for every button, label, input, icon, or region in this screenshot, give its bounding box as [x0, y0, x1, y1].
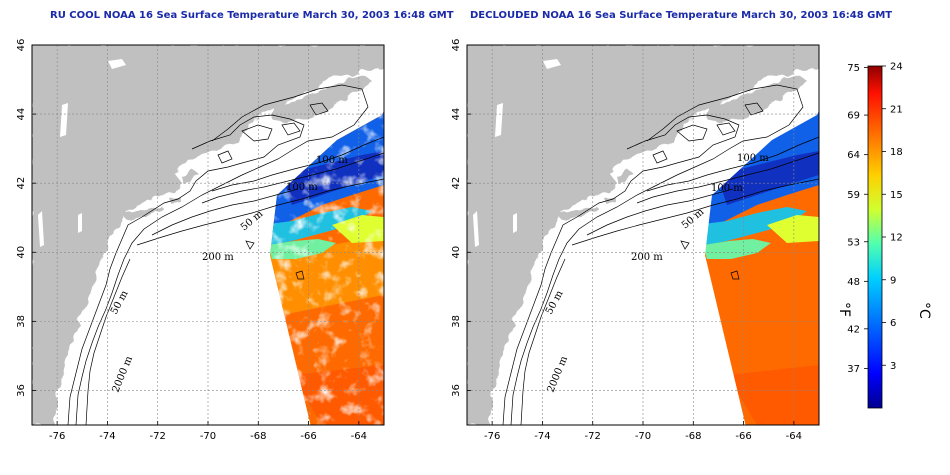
y-tick-label: 46: [16, 39, 27, 52]
celsius-tick-label: 15: [890, 190, 903, 201]
colorbar-ticks: 24 21 18 15 12 9 6 3 75 69 64 59 53 48 42 37: [847, 62, 902, 375]
contour-label-200m: 200 m: [631, 252, 663, 263]
celsius-tick-label: 3: [890, 361, 896, 372]
y-tick-label: 40: [451, 246, 462, 259]
celsius-unit-label: °C: [916, 302, 932, 319]
y-tick-label: 42: [451, 177, 462, 190]
panel-title-left: RU COOL NOAA 16 Sea Surface Temperature …: [50, 10, 454, 21]
x-tick-label: -66: [735, 431, 751, 442]
celsius-tick-label: 24: [890, 62, 903, 73]
y-tick-label: 38: [16, 315, 27, 328]
contour-label-200m: 200 m: [202, 252, 234, 263]
panel-title-right: DECLOUDED NOAA 16 Sea Surface Temperatur…: [470, 10, 893, 21]
x-tick-label: -76: [49, 431, 65, 442]
fahrenheit-tick-label: 48: [847, 277, 860, 288]
x-tick-label: -64: [786, 431, 802, 442]
x-tick-label: -70: [200, 431, 216, 442]
grid-lines-left: [32, 45, 384, 425]
fahrenheit-tick-label: 75: [847, 63, 860, 74]
contour-label-100m: 100 m: [737, 153, 769, 164]
colorbar: 24 21 18 15 12 9 6 3 75 69 64 59 53 48 42 37 °F °C: [836, 62, 932, 409]
x-tick-label: -68: [685, 431, 701, 442]
y-tick-label: 36: [451, 384, 462, 397]
y-tick-label: 42: [16, 177, 27, 190]
x-tick-label: -74: [534, 431, 550, 442]
map-panel-right: 100 m 100 m 50 m 200 m 50 m 2000 m -76 -7…: [451, 39, 820, 442]
x-tick-label: -72: [150, 431, 166, 442]
fahrenheit-tick-label: 53: [847, 237, 860, 248]
x-tick-label: -72: [585, 431, 601, 442]
y-tick-label: 46: [451, 39, 462, 52]
axis-ticks-left: -76 -74 -72 -70 -68 -66 -64 46 44 42 40 38 36: [16, 39, 367, 442]
fahrenheit-tick-label: 37: [847, 364, 860, 375]
x-tick-label: -64: [351, 431, 367, 442]
y-tick-label: 36: [16, 384, 27, 397]
colorbar-gradient: [867, 65, 883, 409]
axis-ticks-right: -76 -74 -72 -70 -68 -66 -64 46 44 42 40 38 36: [451, 39, 802, 442]
celsius-tick-label: 9: [890, 275, 896, 286]
fahrenheit-tick-label: 64: [847, 150, 860, 161]
x-tick-label: -68: [250, 431, 266, 442]
celsius-tick-label: 21: [890, 104, 903, 115]
contour-label-100m: 100 m: [316, 155, 348, 166]
fahrenheit-unit-label: °F: [836, 302, 852, 317]
x-tick-label: -66: [300, 431, 316, 442]
celsius-tick-label: 18: [890, 147, 903, 158]
x-tick-label: -70: [635, 431, 651, 442]
y-tick-label: 44: [16, 108, 27, 121]
celsius-tick-label: 6: [890, 318, 896, 329]
celsius-tick-label: 12: [890, 233, 903, 244]
map-panel-left: 100 m 100 m 50 m 200 m 50 m 2000 m -76 -7…: [16, 39, 385, 442]
contour-label-100m-2: 100 m: [711, 183, 743, 194]
fahrenheit-tick-label: 59: [847, 190, 860, 201]
x-tick-label: -74: [99, 431, 115, 442]
fahrenheit-tick-label: 42: [847, 324, 860, 335]
y-tick-label: 40: [16, 246, 27, 259]
x-tick-label: -76: [484, 431, 500, 442]
contour-label-100m-2: 100 m: [286, 182, 318, 193]
y-tick-label: 38: [451, 315, 462, 328]
grid-lines-right: [467, 45, 819, 425]
y-tick-label: 44: [451, 108, 462, 121]
fahrenheit-tick-label: 69: [847, 111, 860, 122]
